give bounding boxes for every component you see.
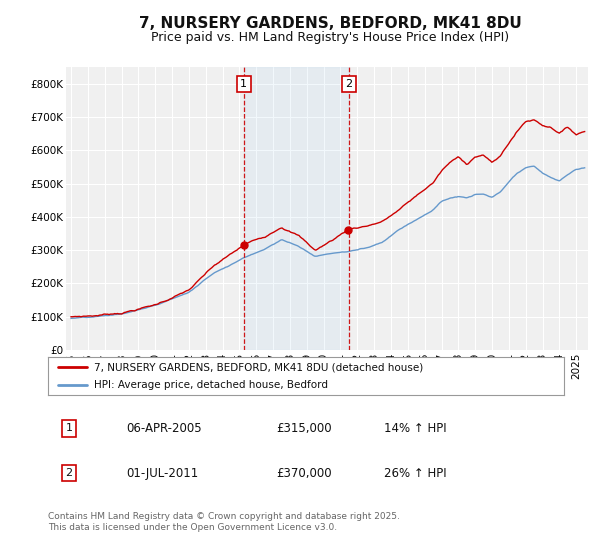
Text: 06-APR-2005: 06-APR-2005 (126, 422, 202, 435)
Text: 7, NURSERY GARDENS, BEDFORD, MK41 8DU: 7, NURSERY GARDENS, BEDFORD, MK41 8DU (139, 16, 521, 31)
Bar (244, 67, 349, 350)
Text: Contains HM Land Registry data © Crown copyright and database right 2025.
This d: Contains HM Land Registry data © Crown c… (48, 512, 400, 532)
Text: Price paid vs. HM Land Registry's House Price Index (HPI): Price paid vs. HM Land Registry's House … (151, 31, 509, 44)
Text: 26% ↑ HPI: 26% ↑ HPI (384, 466, 446, 480)
Text: HPI: Average price, detached house, Bedford: HPI: Average price, detached house, Bedf… (94, 380, 328, 390)
Text: £370,000: £370,000 (276, 466, 332, 480)
Text: 14% ↑ HPI: 14% ↑ HPI (384, 422, 446, 435)
Text: 01-JUL-2011: 01-JUL-2011 (126, 466, 198, 480)
Text: 1: 1 (241, 79, 247, 89)
Text: 2: 2 (65, 468, 73, 478)
Text: 1: 1 (65, 423, 73, 433)
Text: £315,000: £315,000 (276, 422, 332, 435)
Text: 7, NURSERY GARDENS, BEDFORD, MK41 8DU (detached house): 7, NURSERY GARDENS, BEDFORD, MK41 8DU (d… (94, 362, 424, 372)
Text: 2: 2 (346, 79, 352, 89)
